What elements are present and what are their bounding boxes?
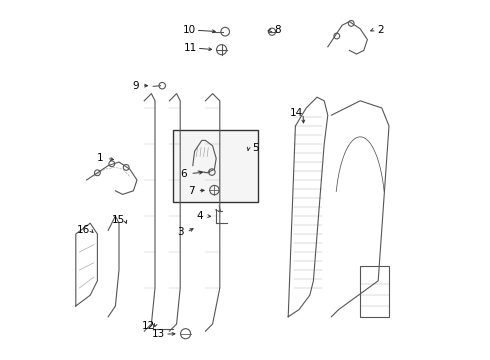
Text: 5: 5 xyxy=(252,143,258,153)
Text: 12: 12 xyxy=(142,321,155,331)
Bar xyxy=(173,130,258,202)
Text: 9: 9 xyxy=(132,81,139,91)
Text: 7: 7 xyxy=(188,186,195,196)
Text: 3: 3 xyxy=(177,227,184,237)
Bar xyxy=(360,266,389,317)
Text: 4: 4 xyxy=(196,211,203,221)
Text: 15: 15 xyxy=(112,215,125,225)
Text: 2: 2 xyxy=(377,24,384,35)
Text: 13: 13 xyxy=(152,329,165,339)
Text: 8: 8 xyxy=(274,25,281,35)
Text: 14: 14 xyxy=(290,108,303,118)
Text: 16: 16 xyxy=(77,225,90,235)
Text: 6: 6 xyxy=(180,168,187,179)
Text: 10: 10 xyxy=(183,25,196,35)
Text: 1: 1 xyxy=(97,153,103,163)
Text: 11: 11 xyxy=(184,43,197,53)
